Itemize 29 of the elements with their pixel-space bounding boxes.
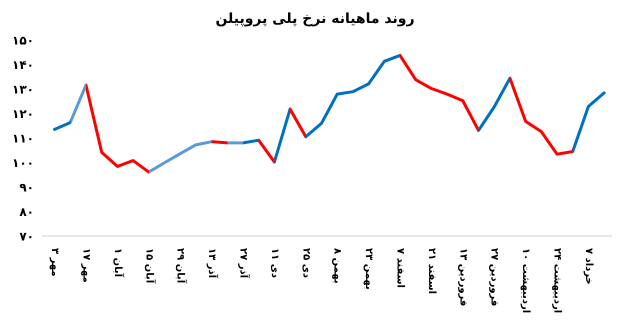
y-tick-label: ۱۴۰ [12,58,34,72]
x-tick-label: ۸ بهمن [332,248,343,284]
x-tick-label: ۲۵ دی [300,248,312,278]
x-tick-label: ۱۰ اردیبهشت [520,248,532,314]
y-tick-label: ۱۵۰ [12,33,34,48]
x-tick-label: ۲۴ اردیبهشت [552,248,563,314]
x-tick-label: ۲۷ فروردین [488,248,500,306]
y-tick-label: ۱۳۰ [12,82,34,96]
y-tick-label: ۱۰۰ [12,156,34,170]
x-tick-label: ۲۳ بهمن [363,248,374,290]
y-tick-label: ۹۰ [19,180,34,194]
line-series [53,54,606,174]
x-tick-label: ۱۷ مهر [80,248,92,283]
x-tick-label: ۷ خرداد [582,248,594,285]
x-tick-label: ۱۳ فروردین [457,248,468,306]
x-tick-label: ۲۷ آذر [237,248,250,279]
x-tick-label: ۱۳ آذر [206,248,220,279]
x-tick-label: ۱۵ آبان [143,248,156,284]
y-tick-label: ۱۲۰ [12,106,34,121]
x-tick-label: ۱ آبان [112,248,125,278]
x-tick-label: ۷ اسفند [394,248,406,288]
x-tick-label: ۱۱ دی [268,248,280,278]
y-tick-label: ۸۰ [19,204,34,219]
chart-title: روند ماهیانه نرخ پلی پروپیلن [214,10,416,29]
x-tick-label: ۲۹ آبان [174,248,188,284]
y-tick-label: ۷۰ [19,229,34,244]
x-tick-label: ۳ مهر [49,248,60,277]
x-tick-label: ۲۱ اسفند [426,248,437,294]
y-tick-label: ۱۱۰ [12,131,34,146]
